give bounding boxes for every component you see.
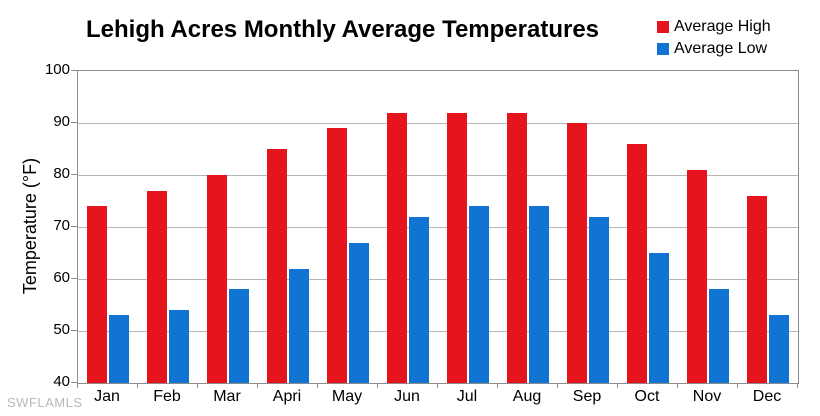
bar-average-low-oct — [649, 253, 669, 383]
bar-average-high-sep — [567, 123, 587, 383]
x-tick-mark — [317, 383, 318, 388]
bar-average-low-sep — [589, 216, 609, 383]
x-tick-mark — [257, 383, 258, 388]
legend-item-average-high: Average High — [657, 16, 771, 38]
bar-group-jan — [78, 71, 138, 383]
x-tick-mark — [737, 383, 738, 388]
y-tick-mark — [71, 382, 77, 383]
bar-group-feb — [138, 71, 198, 383]
bar-average-low-nov — [709, 289, 729, 383]
x-tick-mark — [617, 383, 618, 388]
bar-average-low-feb — [169, 310, 189, 383]
bar-group-jul — [438, 71, 498, 383]
y-tick-label-50: 50 — [53, 321, 70, 338]
legend-label-average-low: Average Low — [674, 40, 768, 57]
chart-legend: Average High Average Low — [657, 16, 771, 60]
legend-swatch-high-icon — [657, 21, 669, 33]
x-tick-mark — [437, 383, 438, 388]
gridline-80 — [78, 175, 798, 176]
x-tick-mark — [77, 383, 78, 388]
month-label-apri: Apri — [272, 388, 302, 405]
bar-average-low-jul — [469, 206, 489, 383]
bar-average-low-mar — [229, 289, 249, 383]
bar-average-high-jan — [87, 206, 107, 383]
bar-average-high-may — [327, 128, 347, 383]
month-label-feb: Feb — [153, 388, 181, 405]
y-tick-label-80: 80 — [53, 165, 70, 182]
bar-group-may — [318, 71, 378, 383]
bar-group-jun — [378, 71, 438, 383]
month-label-mar: Mar — [213, 388, 241, 405]
x-tick-mark — [557, 383, 558, 388]
bar-average-low-apri — [289, 268, 309, 383]
bar-average-high-feb — [147, 190, 167, 383]
gridline-50 — [78, 331, 798, 332]
bar-group-aug — [498, 71, 558, 383]
y-tick-label-60: 60 — [53, 269, 70, 286]
watermark: SWFLAMLS — [7, 395, 83, 410]
x-tick-mark — [197, 383, 198, 388]
month-label-may: May — [331, 388, 363, 405]
gridline-90 — [78, 123, 798, 124]
bar-group-apri — [258, 71, 318, 383]
month-label-sep: Sep — [572, 388, 602, 405]
y-tick-mark — [71, 174, 77, 175]
legend-item-average-low: Average Low — [657, 38, 771, 60]
y-tick-mark — [71, 226, 77, 227]
y-tick-mark — [71, 278, 77, 279]
bar-average-low-aug — [529, 206, 549, 383]
gridline-70 — [78, 227, 798, 228]
y-tick-mark — [71, 70, 77, 71]
month-label-jan: Jan — [94, 388, 120, 405]
bar-average-high-mar — [207, 175, 227, 383]
gridline-60 — [78, 279, 798, 280]
bar-average-high-nov — [687, 169, 707, 383]
bar-average-high-apri — [267, 149, 287, 383]
y-tick-label-100: 100 — [44, 61, 70, 78]
x-tick-mark — [797, 383, 798, 388]
month-label-nov: Nov — [692, 388, 722, 405]
chart-title: Lehigh Acres Monthly Average Temperature… — [86, 16, 600, 43]
bar-average-low-jan — [109, 315, 129, 383]
bar-group-nov — [678, 71, 738, 383]
x-tick-mark — [377, 383, 378, 388]
y-tick-label-40: 40 — [53, 373, 70, 390]
legend-swatch-low-icon — [657, 43, 669, 55]
bar-group-oct — [618, 71, 678, 383]
bar-average-low-may — [349, 242, 369, 383]
y-tick-mark — [71, 122, 77, 123]
bar-average-high-jul — [447, 112, 467, 383]
month-label-aug: Aug — [512, 388, 542, 405]
bar-average-high-jun — [387, 112, 407, 383]
bar-group-sep — [558, 71, 618, 383]
legend-label-average-high: Average High — [674, 18, 771, 35]
bar-average-high-oct — [627, 143, 647, 383]
month-label-oct: Oct — [634, 388, 660, 405]
bar-group-mar — [198, 71, 258, 383]
month-label-dec: Dec — [752, 388, 782, 405]
y-tick-label-70: 70 — [53, 217, 70, 234]
plot-area — [77, 70, 799, 384]
x-tick-mark — [677, 383, 678, 388]
bar-average-high-dec — [747, 195, 767, 383]
bar-average-low-dec — [769, 315, 789, 383]
bar-average-high-aug — [507, 112, 527, 383]
y-tick-label-90: 90 — [53, 113, 70, 130]
month-label-jun: Jun — [394, 388, 420, 405]
y-tick-mark — [71, 330, 77, 331]
month-label-jul: Jul — [456, 388, 478, 405]
x-tick-mark — [497, 383, 498, 388]
bar-average-low-jun — [409, 216, 429, 383]
x-tick-mark — [137, 383, 138, 388]
bar-group-dec — [738, 71, 798, 383]
